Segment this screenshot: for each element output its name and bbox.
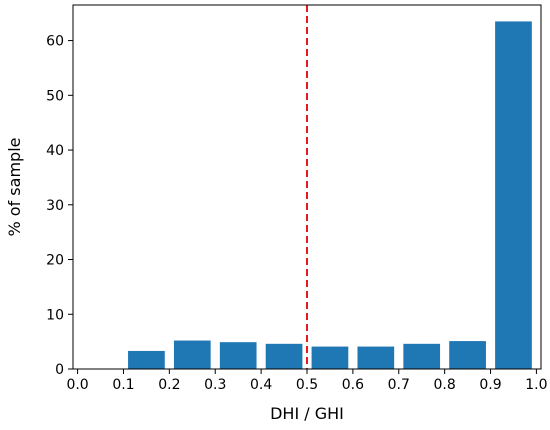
x-tick-label: 0.3 — [204, 377, 226, 393]
bar-0.2-0.3 — [173, 340, 211, 369]
x-tick-label: 0.4 — [250, 377, 272, 393]
x-axis: 0.0 0.1 0.2 0.3 0.4 0.5 0.6 0.7 0.8 0.9 1.0 — [66, 369, 548, 393]
y-tick-label: 50 — [46, 88, 64, 104]
bars-group — [128, 21, 532, 370]
bar-0.1-0.2 — [128, 350, 165, 369]
bar-0.6-0.7 — [357, 346, 395, 369]
x-tick-label: 0.0 — [66, 377, 88, 393]
x-tick-label: 0.6 — [342, 377, 364, 393]
x-tick-label: 0.7 — [388, 377, 410, 393]
bar-0.9-1.0 — [495, 21, 532, 370]
y-tick-label: 60 — [46, 34, 64, 50]
y-tick-label: 40 — [46, 143, 64, 159]
x-axis-label: DHI / GHI — [270, 404, 344, 423]
bar-0.4-0.5 — [265, 343, 303, 369]
x-tick-label: 0.8 — [434, 377, 456, 393]
bar-0.3-0.4 — [219, 342, 257, 369]
y-tick-label: 0 — [55, 362, 64, 378]
x-tick-label: 0.2 — [158, 377, 180, 393]
y-tick-label: 20 — [46, 253, 64, 269]
y-axis-label: % of sample — [5, 138, 24, 237]
x-tick-label: 1.0 — [525, 377, 547, 393]
x-tick-label: 0.9 — [479, 377, 501, 393]
x-tick-label: 0.5 — [296, 377, 318, 393]
bar-0.7-0.8 — [403, 343, 441, 369]
y-tick-label: 30 — [46, 198, 64, 214]
x-tick-label: 0.1 — [112, 377, 134, 393]
bar-0.8-0.9 — [449, 341, 486, 369]
y-axis: 0 10 20 30 40 50 60 — [46, 34, 73, 378]
y-tick-label: 10 — [46, 307, 64, 323]
bar-0.5-0.6 — [311, 346, 349, 369]
